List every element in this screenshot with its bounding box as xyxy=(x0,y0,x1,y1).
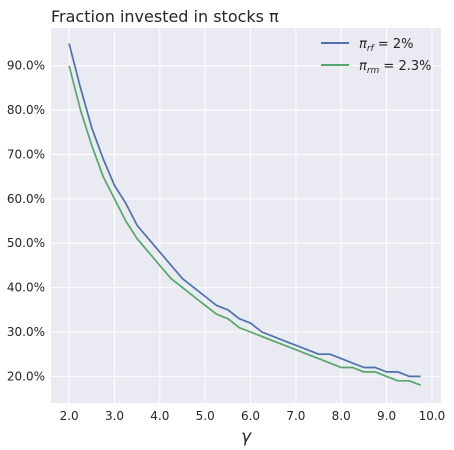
y-tick-label: 60.0% xyxy=(7,192,45,206)
chart-title: Fraction invested in stocks π xyxy=(51,7,279,26)
series-line-0 xyxy=(68,43,421,378)
x-axis-label: γ xyxy=(241,427,252,447)
x-tick-label: 9.0 xyxy=(377,409,396,423)
y-tick-label: 20.0% xyxy=(7,369,45,383)
x-tick-label: 3.0 xyxy=(105,409,124,423)
y-tick-label: 90.0% xyxy=(7,59,45,73)
legend-label: πrm = 2.3% xyxy=(359,59,431,76)
series-line-1 xyxy=(68,65,421,386)
legend-label: πrf = 2% xyxy=(359,37,413,54)
y-tick-label: 50.0% xyxy=(7,236,45,250)
x-tick-label: 4.0 xyxy=(150,409,169,423)
series-group xyxy=(68,43,421,386)
legend: πrf = 2% πrm = 2.3% xyxy=(321,37,431,76)
x-tick-label: 7.0 xyxy=(286,409,305,423)
y-tick-label: 30.0% xyxy=(7,325,45,339)
plot-area xyxy=(51,28,441,403)
x-tick-label: 2.0 xyxy=(60,409,79,423)
y-tick-label: 80.0% xyxy=(7,103,45,117)
x-tick-label: 10.0 xyxy=(419,409,446,423)
grid xyxy=(51,28,441,403)
x-tick-label: 8.0 xyxy=(332,409,351,423)
y-axis: 20.0% 30.0% 40.0% 50.0% 60.0% 70.0% 80.0% 90.0% xyxy=(7,59,45,384)
y-tick-label: 40.0% xyxy=(7,281,45,295)
x-axis: 2.0 3.0 4.0 5.0 6.0 7.0 8.0 9.0 10.0 xyxy=(60,409,446,423)
x-tick-label: 5.0 xyxy=(196,409,215,423)
x-tick-label: 6.0 xyxy=(241,409,260,423)
y-tick-label: 70.0% xyxy=(7,147,45,161)
